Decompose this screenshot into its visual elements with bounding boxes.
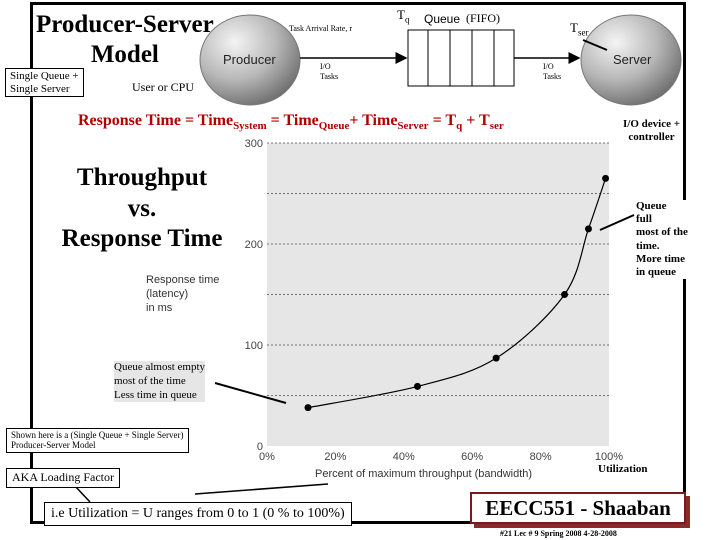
data-point	[602, 174, 610, 182]
ylabel-line-3: in ms	[146, 301, 173, 314]
io-tasks-left: I/O Tasks	[320, 62, 338, 82]
tq-label: Tq	[397, 7, 409, 25]
io-device-1: I/O device +	[623, 118, 680, 130]
big-title-3: Response Time	[61, 225, 223, 252]
queue-box	[407, 29, 515, 87]
title-line-2: Model	[90, 41, 159, 68]
x-tick-label: 20%	[324, 451, 346, 463]
shown-here-note: Shown here is a (Single Queue + Single S…	[6, 428, 189, 453]
queue-full-line-6: in queue	[636, 265, 677, 278]
server-label: Server	[613, 52, 652, 67]
io-right-1: I/O	[543, 62, 554, 71]
queue-empty-line-2: most of the time	[114, 374, 186, 387]
eq-part-2: = Time	[266, 112, 319, 129]
fifo-label: (FIFO)	[466, 11, 501, 25]
task-arrival-label: Task Arrival Rate, r	[289, 24, 352, 33]
producer-label: Producer	[223, 52, 276, 67]
single-queue-label: Single Queue + Single Server	[5, 68, 84, 98]
eq-part-4: = T	[428, 112, 457, 129]
eq-sub-3: Server	[397, 120, 429, 133]
eq-part-5: + T	[462, 112, 490, 129]
shown-here-line-2: Producer-Server Model	[11, 440, 96, 451]
queue-full-line-3: most of the	[636, 226, 688, 239]
x-tick-label: 0%	[259, 451, 275, 463]
y-tick-label: 0	[257, 441, 263, 453]
ylabel-line-1: Response time	[146, 274, 220, 286]
tq-sub: q	[404, 14, 410, 25]
producer-server-diagram	[199, 14, 682, 106]
eq-sub-2: Queue	[318, 120, 350, 133]
eq-sub-5: ser	[489, 120, 504, 133]
tser-main: T	[570, 20, 578, 35]
queue-label: Queue	[424, 12, 461, 26]
io-device-2: controller	[628, 131, 675, 144]
queue-full-line-2: full	[636, 213, 652, 226]
queue-full-line-5: More time	[636, 252, 685, 265]
data-point	[413, 382, 421, 390]
eq-sub-1: System	[233, 120, 267, 133]
utilization-range-note: i.e Utilization = U ranges from 0 to 1 (…	[44, 502, 352, 527]
x-tick-label: 80%	[530, 451, 552, 463]
tser-label: Tser	[570, 20, 588, 38]
user-cpu-label: User or CPU	[132, 80, 194, 94]
tq-main: T	[397, 7, 405, 22]
data-point	[304, 404, 312, 412]
producer-sphere	[199, 14, 301, 106]
x-tick-label: 40%	[393, 451, 415, 463]
queue-empty-pointer	[214, 382, 287, 404]
io-tasks-right: I/O Tasks	[543, 62, 561, 82]
big-title-2: vs.	[127, 194, 157, 222]
single-queue-line-1: Single Queue +	[10, 70, 79, 82]
aka-loading-factor: AKA Loading Factor	[6, 468, 120, 488]
utilization-pointer	[194, 483, 329, 495]
y-axis-label: Response time (latency) in ms	[146, 274, 219, 315]
eq-part-3: + Time	[349, 112, 398, 129]
queue-full-pointer	[599, 214, 635, 231]
y-tick-label: 100	[245, 340, 263, 352]
tser-sub: ser	[577, 27, 589, 38]
x-axis-label: Percent of maximum throughput (bandwidth…	[315, 468, 533, 480]
queue-empty-line-1: Queue almost empty	[114, 361, 206, 373]
server-sphere	[580, 14, 682, 106]
x-tick-label: 60%	[461, 451, 483, 463]
io-right-2: Tasks	[543, 72, 562, 81]
slide-title: Producer-Server Model	[36, 10, 214, 70]
shown-here-line-1: Shown here is a (Single Queue + Single S…	[11, 430, 184, 440]
y-tick-label: 200	[245, 239, 263, 251]
data-point	[492, 354, 500, 362]
ylabel-line-2: (latency)	[146, 287, 189, 300]
y-tick-label: 300	[245, 138, 263, 150]
queue-empty-note: Queue almost empty most of the time Less…	[114, 361, 206, 403]
data-point	[584, 225, 592, 233]
title-line-1: Producer-Server	[36, 11, 214, 38]
big-title-1: Throughput	[76, 164, 208, 191]
queue-full-line-1: Queue	[636, 200, 667, 212]
io-left-1: I/O	[320, 62, 331, 71]
x-tick-label: 100%	[595, 451, 623, 463]
single-queue-line-2: Single Server	[10, 82, 70, 95]
eq-sub-4: q	[456, 120, 463, 133]
utilization-label: Utilization	[598, 463, 648, 475]
io-left-2: Tasks	[320, 72, 339, 81]
queue-empty-line-3: Less time in queue	[114, 388, 197, 401]
course-title-badge: EECC551 - Shaaban	[470, 492, 686, 524]
plot-area	[267, 143, 609, 446]
queue-full-line-4: time.	[636, 239, 660, 252]
io-device-label: I/O device + controller	[623, 118, 680, 144]
queue-full-note: Queue full most of the time. More time i…	[636, 200, 688, 280]
eq-part-1: Response Time = Time	[78, 112, 234, 129]
throughput-vs-response-title: Throughput vs. Response Time	[52, 163, 232, 255]
data-point	[561, 291, 569, 298]
response-time-equation: Response Time = TimeSystem = TimeQueue+ …	[78, 112, 504, 132]
slide-footer: #21 Lec # 9 Spring 2008 4-28-2008	[500, 529, 617, 538]
